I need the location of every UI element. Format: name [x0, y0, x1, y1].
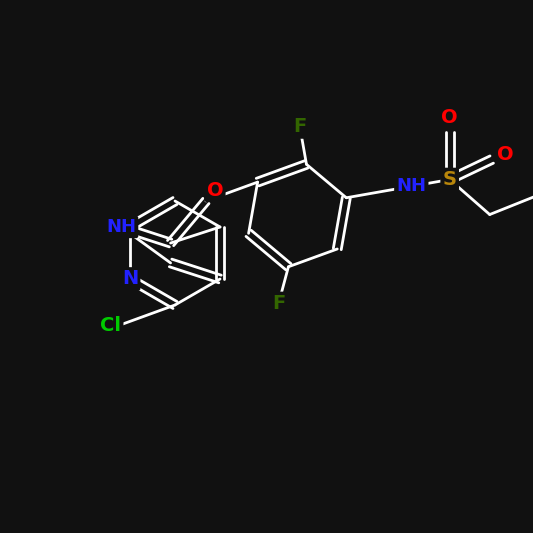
- Text: Cl: Cl: [100, 316, 121, 335]
- Text: O: O: [497, 145, 514, 164]
- Text: S: S: [443, 170, 457, 189]
- Text: O: O: [441, 108, 458, 127]
- Text: F: F: [272, 294, 285, 313]
- Text: N: N: [122, 270, 138, 288]
- Text: O: O: [207, 181, 223, 200]
- Text: NH: NH: [106, 218, 136, 236]
- Text: NH: NH: [397, 177, 426, 195]
- Text: F: F: [293, 117, 306, 136]
